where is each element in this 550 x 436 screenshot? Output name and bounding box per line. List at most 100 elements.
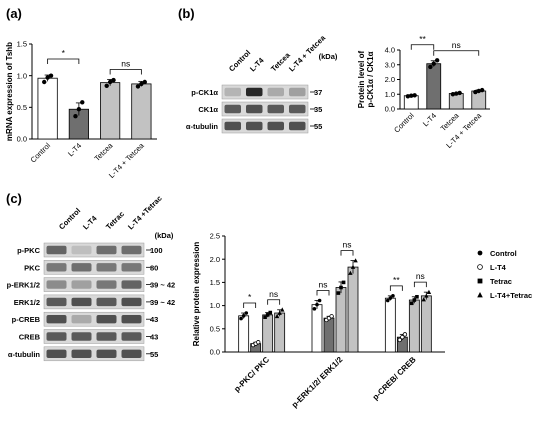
legend-label-3: L-T4+Tetrac bbox=[490, 291, 532, 300]
data-point-a-0 bbox=[45, 75, 50, 80]
significance-label-c: * bbox=[248, 292, 252, 302]
significance-bracket-b bbox=[433, 50, 480, 56]
data-point-c-1-2 bbox=[341, 280, 346, 285]
y-tick-label-a: 1.5 bbox=[17, 40, 27, 49]
kda-value-1: 80 bbox=[150, 263, 158, 272]
data-point-c-2-1 bbox=[402, 332, 408, 337]
lane-label-0: Control bbox=[57, 206, 82, 231]
significance-label-b: ns bbox=[452, 40, 461, 50]
kda-value-6: 55 bbox=[150, 350, 158, 359]
legend-label-1: L-T4 bbox=[490, 263, 507, 272]
kda-header: (kDa) bbox=[319, 52, 338, 61]
significance-bracket-c bbox=[267, 299, 281, 305]
bar-c-0-2 bbox=[262, 314, 274, 353]
data-point-c-0-0 bbox=[239, 316, 243, 321]
blot-band-2-0 bbox=[46, 280, 67, 289]
bar-c-1-2 bbox=[335, 287, 347, 353]
blot-strip-0 bbox=[43, 242, 145, 258]
blot-band-1-0 bbox=[46, 263, 67, 272]
legend-label-2: Tetrac bbox=[490, 277, 512, 286]
y-tick-label-c: 2.5 bbox=[210, 232, 220, 241]
blot-row-label-0: p-CK1α bbox=[191, 88, 218, 97]
blot-row-label-5: CREB bbox=[19, 333, 41, 342]
blot-band-5-0 bbox=[46, 332, 67, 341]
bar-c-1-1 bbox=[323, 317, 335, 353]
blot-row-label-0: p-PKC bbox=[17, 246, 40, 255]
significance-label-b: ** bbox=[419, 34, 426, 44]
bar-c-2-0 bbox=[384, 297, 396, 353]
y-axis-label-c: Relative protein expression bbox=[192, 242, 201, 347]
chart-c: 0.0 0.5 1.0 1.5 2.0 2.5 p-PKC/ PKC p-ERK1/2/ ER… bbox=[192, 232, 532, 410]
data-point-c-1-3 bbox=[353, 258, 358, 263]
y-tick-label-a: 0.0 bbox=[17, 135, 27, 144]
data-point-a-0 bbox=[48, 73, 54, 78]
significance-label-c: ns bbox=[416, 271, 425, 281]
blot-band-3-1 bbox=[71, 297, 92, 307]
y-tick-label-b: 4.0 bbox=[385, 46, 395, 55]
data-point-c-2-2 bbox=[409, 301, 414, 306]
blot-band-0-0 bbox=[224, 87, 241, 97]
blot-band-0-3 bbox=[121, 245, 142, 255]
data-point-b-0 bbox=[412, 93, 417, 98]
data-point-b-2 bbox=[454, 91, 459, 96]
data-point-c-2-2 bbox=[415, 294, 419, 299]
lane-label-1: L-T4 bbox=[81, 213, 99, 231]
bar-b-3 bbox=[471, 90, 487, 110]
significance-bracket-a bbox=[109, 69, 142, 75]
kda-value-5: 43 bbox=[150, 333, 158, 342]
blot-band-0-1 bbox=[246, 87, 263, 97]
blot-band-5-3 bbox=[121, 332, 142, 341]
blot-band-1-1 bbox=[246, 104, 263, 114]
data-point-b-1 bbox=[428, 64, 433, 70]
blot-band-6-2 bbox=[96, 349, 117, 358]
significance-label-c: ns bbox=[319, 279, 328, 289]
kda-value-2: 55 bbox=[314, 122, 322, 131]
data-point-c-0-0 bbox=[244, 311, 249, 315]
data-point-b-0 bbox=[409, 93, 414, 98]
blot-band-4-3 bbox=[121, 315, 142, 324]
blot-strip-1 bbox=[221, 101, 309, 117]
data-point-c-2-1 bbox=[400, 334, 405, 340]
data-point-a-3 bbox=[139, 81, 144, 87]
data-point-a-3 bbox=[142, 79, 147, 85]
significance-label-c: ns bbox=[343, 240, 352, 250]
kda-value-2: 39 ~ 42 bbox=[150, 281, 175, 290]
blot-band-0-0 bbox=[46, 245, 67, 255]
x-tick-label-c-2: p-CREB/ CREB bbox=[371, 355, 418, 402]
data-point-c-2-0 bbox=[388, 296, 393, 300]
blot-band-0-1 bbox=[71, 245, 92, 255]
data-point-a-2 bbox=[107, 79, 113, 85]
blot-band-2-2 bbox=[96, 280, 117, 289]
bar-c-1-3 bbox=[347, 266, 359, 353]
data-point-c-1-2 bbox=[339, 285, 343, 290]
data-point-a-1 bbox=[73, 114, 78, 119]
data-point-a-2 bbox=[104, 83, 109, 89]
data-point-b-2 bbox=[450, 92, 456, 97]
data-point-c-0-2 bbox=[268, 310, 273, 315]
data-point-a-0 bbox=[42, 79, 47, 85]
blot-strip-6 bbox=[43, 346, 145, 362]
panel-label-a: (a) bbox=[6, 6, 22, 21]
blot-band-4-0 bbox=[46, 315, 67, 324]
blot-band-6-1 bbox=[71, 349, 92, 358]
blot-band-2-3 bbox=[121, 280, 142, 289]
data-point-c-0-2 bbox=[265, 313, 270, 317]
x-tick-label-a-2: Tetcea bbox=[93, 140, 116, 163]
significance-label-a: ns bbox=[121, 58, 130, 68]
y-axis-label-a: mRNA expression of Tshb bbox=[5, 42, 14, 141]
significance-bracket-a bbox=[47, 58, 80, 65]
significance-label-c: ** bbox=[393, 275, 400, 285]
significance-bracket-b bbox=[410, 44, 435, 50]
legend-marker-1 bbox=[477, 264, 483, 270]
blot-row-label-1: CK1α bbox=[198, 105, 218, 114]
kda-value-1: 35 bbox=[314, 105, 322, 114]
blot-band-1-1 bbox=[71, 263, 92, 272]
significance-label-a: * bbox=[62, 48, 66, 58]
data-point-a-1 bbox=[76, 107, 82, 112]
data-point-c-0-3 bbox=[277, 310, 282, 315]
significance-bracket-c bbox=[316, 290, 330, 296]
blot-band-4-1 bbox=[71, 315, 92, 324]
